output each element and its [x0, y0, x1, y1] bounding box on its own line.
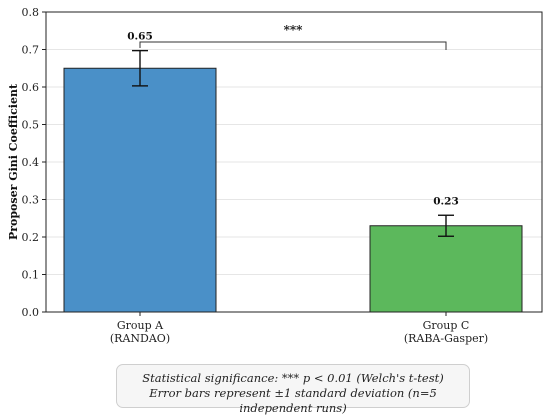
y-tick-label: 0.8	[22, 6, 40, 19]
significance-label: ***	[284, 23, 304, 37]
y-tick-label: 0.4	[22, 156, 40, 169]
y-tick-label: 0.3	[22, 194, 40, 207]
data-label: 0.65	[127, 31, 153, 43]
y-axis-label: Proposer Gini Coefficient	[7, 83, 20, 240]
y-tick-label: 0.0	[22, 306, 40, 319]
y-tick-label: 0.5	[22, 119, 40, 132]
y-tick-label: 0.6	[22, 81, 40, 94]
x-tick-label: (RANDAO)	[110, 332, 170, 345]
footnote-line-2: Error bars represent ±1 standard deviati…	[149, 386, 437, 415]
plot-frame	[45, 11, 543, 313]
footnote-box: Statistical significance: *** p < 0.01 (…	[116, 364, 470, 415]
y-tick-label: 0.7	[22, 44, 40, 57]
bars	[63, 67, 523, 313]
error-bars	[132, 49, 454, 237]
significance-line	[139, 41, 447, 50]
bar	[63, 67, 217, 313]
y-tick-label: 0.1	[22, 269, 40, 282]
y-tick-label: 0.2	[22, 231, 40, 244]
bar-chart: 0.0 0.1 0.2 0.3 0.4 0.5 0.6 0.7 0.8 0.65 0.23 ***…	[7, 6, 543, 345]
significance-bracket: ***	[139, 23, 447, 50]
bar	[369, 225, 523, 313]
x-axis-ticks: Group A(RANDAO) Group C(RABA-Gasper)	[110, 312, 488, 345]
x-tick-label: (RABA-Gasper)	[404, 332, 488, 345]
x-tick-label: Group C	[423, 319, 470, 332]
data-labels: 0.65 0.23	[127, 31, 459, 208]
y-axis-ticks: 0.0 0.1 0.2 0.3 0.4 0.5 0.6 0.7 0.8	[22, 6, 46, 319]
footnote-line-1: Statistical significance: *** p < 0.01 (…	[142, 371, 444, 385]
data-label: 0.23	[433, 195, 459, 207]
x-tick-label: Group A	[117, 319, 164, 332]
